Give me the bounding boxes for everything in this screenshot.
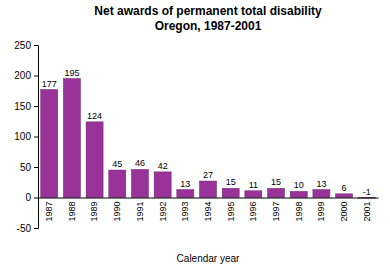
x-tick-label: 1996 xyxy=(248,202,258,222)
bar xyxy=(313,190,330,198)
y-axis-line xyxy=(34,46,39,229)
y-axis: -50 0 50 100 150 200 250 xyxy=(14,40,38,234)
data-labels: 177 195 124 45 46 42 13 27 15 11 15 10 13 6 -1 xyxy=(42,68,371,197)
x-tick: 2000 xyxy=(339,202,349,222)
x-tick-label: 1998 xyxy=(294,202,304,222)
y-tick: 50 xyxy=(20,162,38,173)
data-label: 27 xyxy=(203,170,213,180)
data-label: 195 xyxy=(64,68,79,78)
y-tick: 100 xyxy=(14,131,38,142)
bars xyxy=(41,79,376,199)
title: Net awards of permanent total disability xyxy=(94,4,322,18)
y-tick-label: 150 xyxy=(14,101,31,112)
y-tick-mark xyxy=(34,167,38,168)
x-tick: 1989 xyxy=(89,202,99,222)
y-tick-label: 0 xyxy=(25,192,31,203)
bar xyxy=(336,194,353,198)
x-tick-label: 1990 xyxy=(112,202,122,222)
data-label: 46 xyxy=(135,158,145,168)
data-label: 6 xyxy=(342,183,347,193)
x-tick-label: 1992 xyxy=(158,202,168,222)
bar xyxy=(199,181,216,197)
bar xyxy=(41,90,58,198)
subtitle: Oregon, 1987-2001 xyxy=(155,19,262,33)
y-tick-label: 50 xyxy=(20,162,32,173)
data-label: -1 xyxy=(363,187,371,197)
y-tick: 200 xyxy=(14,70,38,81)
bar xyxy=(177,190,194,198)
x-tick-label: 1991 xyxy=(135,202,145,222)
bar xyxy=(290,191,307,197)
y-tick-mark xyxy=(34,228,38,229)
x-tick: 1994 xyxy=(203,202,213,222)
y-tick-mark xyxy=(34,137,38,138)
data-label: 10 xyxy=(294,180,304,190)
y-tick-label: 200 xyxy=(14,70,31,81)
chart: Net awards of permanent total disability… xyxy=(0,0,390,273)
data-label: 177 xyxy=(42,79,57,89)
y-tick: -50 xyxy=(17,223,38,234)
x-tick: 2001 xyxy=(362,202,372,222)
bar xyxy=(131,169,148,197)
bar xyxy=(268,188,285,197)
x-tick-label: 1997 xyxy=(271,202,281,222)
x-tick-label: 1999 xyxy=(316,202,326,222)
data-label: 13 xyxy=(316,179,326,189)
x-tick-label: 1988 xyxy=(67,202,77,222)
y-tick-mark xyxy=(34,76,38,77)
y-tick-mark xyxy=(34,198,38,199)
x-axis: 1987 1988 1989 1990 1991 1992 1993 1994 1995 1996… xyxy=(39,198,379,222)
x-tick: 1997 xyxy=(271,202,281,222)
y-tick: 0 xyxy=(25,192,38,203)
data-label: 15 xyxy=(271,177,281,187)
x-axis-line xyxy=(39,198,379,199)
x-tick-label: 1993 xyxy=(180,202,190,222)
x-tick: 1999 xyxy=(316,202,326,222)
x-tick-label: 1994 xyxy=(203,202,213,222)
data-label: 13 xyxy=(180,179,190,189)
y-tick-mark xyxy=(34,45,38,46)
x-tick-label: 2001 xyxy=(362,202,372,222)
y-tick-label: 100 xyxy=(14,131,31,142)
bar xyxy=(245,191,262,198)
x-tick-label: 1989 xyxy=(89,202,99,222)
x-axis-title: Calendar year xyxy=(177,253,240,264)
x-tick-label: 2000 xyxy=(339,202,349,222)
x-tick-label: 1995 xyxy=(226,202,236,222)
data-label: 15 xyxy=(226,177,236,187)
x-tick-label: 1987 xyxy=(44,202,54,222)
y-tick: 150 xyxy=(14,101,38,112)
bar xyxy=(86,122,103,198)
bar xyxy=(154,172,171,198)
bar xyxy=(109,170,126,197)
data-label: 11 xyxy=(249,180,258,190)
x-tick: 1990 xyxy=(112,202,122,222)
x-tick: 1998 xyxy=(294,202,304,222)
bar xyxy=(63,79,80,198)
y-tick-mark xyxy=(34,106,38,107)
x-tick: 1995 xyxy=(226,202,236,222)
x-tick: 1992 xyxy=(158,202,168,222)
y-tick: 250 xyxy=(14,40,38,51)
bar xyxy=(222,188,239,197)
data-label: 45 xyxy=(112,159,122,169)
x-tick: 1991 xyxy=(135,202,145,222)
x-tick: 1988 xyxy=(67,202,77,222)
data-label: 124 xyxy=(87,111,102,121)
data-label: 42 xyxy=(158,161,168,171)
x-tick: 1996 xyxy=(248,202,258,222)
y-tick-label: -50 xyxy=(17,223,32,234)
y-tick-label: 250 xyxy=(14,40,31,51)
x-tick: 1993 xyxy=(180,202,190,222)
x-tick: 1987 xyxy=(44,202,54,222)
